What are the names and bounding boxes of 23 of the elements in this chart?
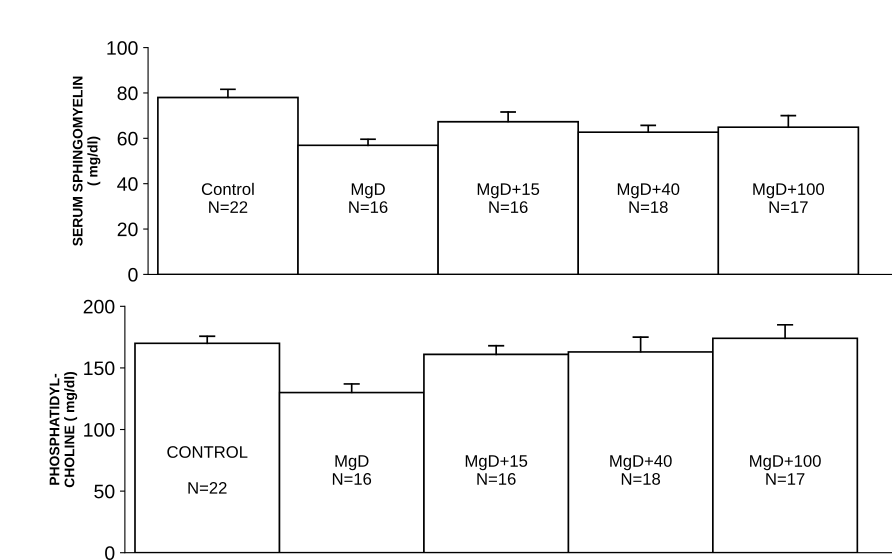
x-tick-label: Control N=22 — [202, 182, 254, 213]
x-tick-label: MgD+100 N=17 — [753, 183, 824, 213]
category-label: CONTROL N=22 — [167, 446, 248, 494]
y-axis-title: SERUM SPHINGOMYELIN ( mg/dl) — [72, 76, 100, 246]
y-tick-label: 100 — [107, 41, 138, 55]
x-tick-label: MgD N=16 — [349, 183, 388, 214]
y-tick-label: 200 — [84, 300, 114, 314]
y-tick-label: 50 — [94, 484, 114, 498]
y-tick-label: 0 — [105, 546, 114, 560]
x-tick-label: MgD+40 N=18 — [618, 183, 680, 214]
y-tick-label: 150 — [84, 361, 114, 376]
y-tick-label: 40 — [117, 177, 138, 191]
y-tick-label: 60 — [118, 132, 138, 146]
x-tick-label: MgD+40 N=18 — [610, 455, 672, 485]
y-tick-label: 0 — [128, 268, 138, 282]
y-axis-title: PHOSPHATIDYL- CHOLINE ( mg/dl) — [50, 372, 78, 488]
y-tick-label: 100 — [84, 422, 114, 437]
x-tick-label: MgD N=16 — [332, 455, 372, 485]
y-tick-label: 20 — [118, 222, 138, 236]
x-tick-label: MgD+15 N=16 — [478, 183, 540, 214]
y-tick-label: 80 — [118, 86, 138, 100]
x-tick-label: MgD+15 N=16 — [466, 455, 528, 485]
x-tick-label: MgD+100 N=17 — [750, 455, 821, 485]
